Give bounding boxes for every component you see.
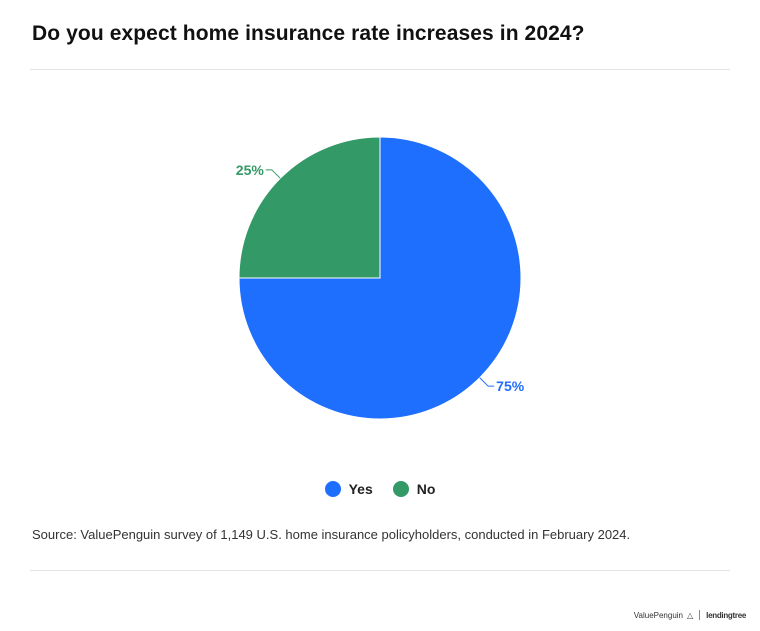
source-note: Source: ValuePenguin survey of 1,149 U.S… (32, 527, 631, 542)
logo-separator (699, 610, 701, 620)
legend-swatch-yes (324, 481, 341, 497)
legend-item-yes[interactable]: Yes (324, 481, 373, 497)
bottom-divider (30, 570, 730, 571)
pie-slice-no[interactable] (238, 136, 381, 279)
leader-line-no (265, 169, 281, 179)
brand-logos: ValuePenguin △ lendingtree (634, 610, 746, 620)
legend: Yes No (0, 481, 760, 497)
lendingtree-logo: lendingtree (706, 610, 746, 620)
penguin-icon: △ (687, 610, 694, 620)
data-label-no: 25% (236, 162, 265, 178)
legend-label-yes: Yes (348, 481, 373, 497)
pie-chart: 75% 25% (236, 136, 525, 420)
top-divider (30, 69, 730, 70)
legend-swatch-no (392, 481, 409, 497)
leader-line-yes (479, 377, 495, 387)
chart-title: Do you expect home insurance rate increa… (32, 22, 585, 45)
legend-label-no: No (416, 481, 436, 497)
data-label-yes: 75% (496, 378, 525, 394)
legend-item-no[interactable]: No (392, 481, 436, 497)
valuepenguin-logo: ValuePenguin (633, 610, 684, 620)
